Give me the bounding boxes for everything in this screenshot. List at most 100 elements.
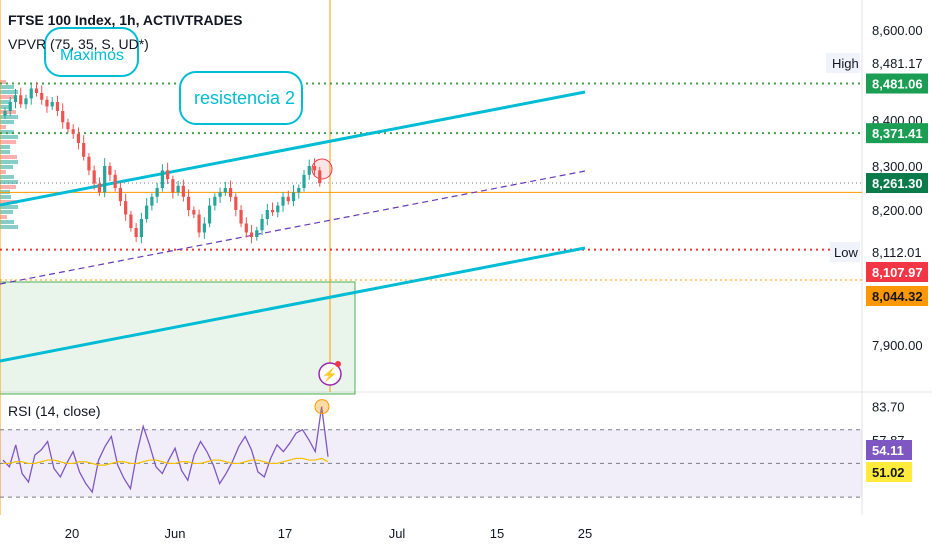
candle-body [50, 102, 54, 107]
candle-body [103, 166, 107, 193]
candle-body [29, 88, 33, 99]
candle-body [45, 99, 49, 107]
candle-body [281, 196, 285, 206]
candle-body [265, 210, 269, 219]
candle-body [171, 179, 175, 193]
candle-body [92, 170, 96, 184]
volume-profile-bar [0, 100, 10, 104]
volume-profile-bar [0, 105, 10, 109]
candle-body [97, 183, 102, 193]
candle-body [145, 205, 149, 219]
candle-body [76, 133, 81, 143]
candle-body [312, 166, 317, 171]
candle-body [244, 223, 248, 233]
volume-profile-bar [0, 110, 16, 114]
candle-body [187, 196, 191, 210]
candle-body [181, 185, 185, 197]
volume-profile-bar [0, 150, 10, 154]
callout-resistencia-text: resistencia 2 [194, 88, 295, 108]
volume-profile-bar [0, 120, 14, 124]
rsi-badge-ma-text: 51.02 [872, 465, 905, 480]
callout-maximos-text: Maximos [60, 47, 124, 64]
candle-body [176, 185, 180, 193]
candle-body [223, 188, 227, 193]
x-tick-label: 15 [490, 526, 504, 541]
candle-body [286, 196, 290, 202]
candle-body [307, 166, 311, 175]
rsi-highlight-circle [314, 399, 330, 415]
candle-body [3, 111, 7, 116]
rsi-line [2, 406, 329, 494]
zone-box [0, 281, 356, 395]
badge-orange-level-text: 8,044.32 [872, 289, 923, 304]
price-tick-label: 8,300.00 [872, 159, 923, 174]
candle-body [228, 188, 233, 197]
volume-profile-bar [0, 180, 18, 184]
candle-body [113, 174, 117, 188]
callout-resistencia-box [179, 71, 303, 125]
rsi-badge-value-text: 54.11 [872, 443, 904, 458]
trendline-upper [0, 90, 586, 207]
volume-profile-bar [0, 185, 16, 189]
volume-profile-bar [0, 195, 11, 199]
volume-profile-bar [0, 145, 10, 149]
candle-body [192, 210, 196, 215]
candle-body [124, 201, 128, 215]
candle-body [318, 170, 322, 184]
candle-body [71, 129, 75, 134]
candle-body [87, 156, 91, 171]
candle-body [139, 219, 143, 237]
candle-body [234, 196, 238, 210]
candle-body [270, 210, 275, 213]
volume-profile-bar [0, 155, 17, 159]
rsi-badge-value-bg [866, 440, 912, 460]
candle-body [24, 98, 28, 105]
bolt-icon [318, 362, 342, 386]
rsi-tick-label: 83.70 [872, 400, 905, 415]
trendline-lower [0, 246, 586, 363]
badge-orange-level-bg [866, 286, 928, 306]
candle-body [19, 95, 23, 105]
volume-profile-bar [0, 135, 18, 139]
chart-title: FTSE 100 Index, 1h, ACTIVTRADES [8, 12, 243, 28]
badge-last-price-text: 8,261.30 [872, 176, 923, 191]
volume-profile-bar [0, 215, 7, 219]
candle-body [276, 205, 280, 213]
volume-profile-bar [0, 95, 16, 99]
candle-body [160, 170, 164, 188]
candle-body [129, 214, 133, 228]
badge-last-price-bg [866, 173, 928, 194]
volume-profile-bar [0, 90, 18, 94]
x-tick-label: 20 [65, 526, 79, 541]
candle-body [118, 188, 123, 202]
candle-body [197, 214, 201, 233]
volume-profile-bar [0, 140, 16, 144]
candle-body [82, 143, 86, 157]
candle-body [150, 196, 154, 206]
volume-profile-bar [0, 80, 6, 84]
candle-body [61, 111, 65, 123]
badge-371-level-bg [866, 123, 928, 144]
volume-profile-bar [0, 165, 13, 169]
low-value-text: 8,112.01 [872, 245, 922, 260]
candle-body [239, 210, 243, 224]
volume-profile-bar [0, 220, 14, 224]
indicator-title: VPVR (75, 35, S, UD*) [8, 36, 149, 52]
candle-body [207, 205, 212, 224]
high-value-text: 8,481.17 [872, 56, 923, 71]
low-tag-text: Low [834, 245, 858, 260]
rsi-ma-line [3, 457, 329, 466]
candle-body [213, 196, 217, 206]
volume-profile-bar [0, 130, 14, 134]
x-tick-label: Jul [389, 526, 406, 541]
highlight-circle [311, 158, 333, 180]
candle-body [255, 230, 259, 237]
candle-body [134, 228, 138, 237]
candle-body [13, 95, 18, 102]
candle-body [202, 223, 206, 233]
volume-profile-bar [0, 85, 14, 89]
price-tick-label: 8,600.00 [872, 23, 923, 38]
candle-body [166, 170, 170, 180]
